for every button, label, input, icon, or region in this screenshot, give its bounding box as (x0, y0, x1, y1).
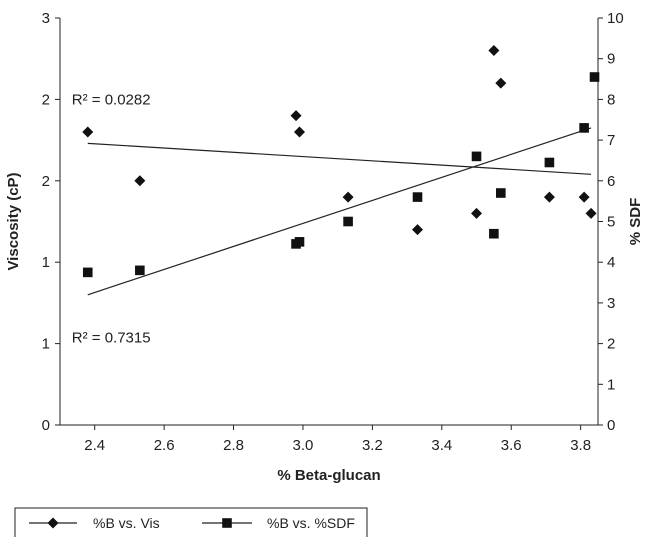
diamond-point (471, 207, 483, 219)
legend-label-sdf: %B vs. %SDF (267, 515, 355, 531)
x-tick-label: 2.8 (223, 437, 244, 454)
legend-label-vis: %B vs. Vis (93, 515, 160, 531)
x-tick-label: 3.8 (570, 437, 591, 454)
x-tick-label: 3.4 (431, 437, 452, 454)
x-tick-label: 3.2 (362, 437, 383, 454)
y-right-tick-label: 1 (607, 376, 615, 393)
diamond-point (488, 45, 500, 57)
r2-annotation-sdf: R² = 0.7315 (72, 329, 151, 346)
y-right-tick-label: 6 (607, 173, 615, 190)
diamond-point (342, 191, 354, 203)
diamond-point (495, 77, 507, 89)
square-point (579, 123, 589, 133)
diamond-point (412, 224, 424, 236)
diamond-point (134, 175, 146, 187)
diamond-point (82, 126, 94, 138)
square-point (496, 188, 506, 198)
axes-group (59, 18, 599, 426)
square-point (135, 265, 145, 276)
square-point (412, 192, 423, 202)
trendlines-group (87, 127, 592, 296)
diamond-point (543, 191, 555, 203)
ticks-group: 2.4 2.6 2.8 3.0 3.2 3.4 3.6 3.8 0 1 1 2 2 3 0 1 2 3 4 5 6 7 8 9… (42, 10, 624, 454)
y-right-tick-label: 9 (607, 51, 615, 68)
y-left-tick-label: 1 (42, 254, 50, 271)
legend-box (14, 507, 368, 537)
y-left-tick-label: 0 (42, 417, 50, 434)
diamond-point (585, 207, 597, 219)
square-point (343, 216, 353, 227)
y-left-tick-label: 1 (42, 336, 50, 353)
y-left-tick-label: 2 (42, 173, 50, 190)
diamond-point (578, 191, 590, 203)
square-point (82, 267, 93, 278)
square-point (589, 72, 600, 82)
legend-marker-vis (47, 517, 59, 529)
y-axis-title-right: % SDF (627, 198, 644, 246)
y-right-tick-label: 4 (607, 254, 615, 271)
diamond-point (293, 126, 305, 138)
y-right-tick-label: 8 (607, 91, 615, 108)
square-point (489, 228, 499, 239)
square-point (294, 237, 305, 247)
y-right-tick-label: 7 (607, 132, 615, 149)
x-tick-label: 3.6 (501, 437, 522, 454)
x-axis-title: % Beta-glucan (277, 467, 380, 484)
y-left-tick-label: 2 (42, 91, 50, 108)
square-point (471, 151, 482, 162)
x-tick-label: 3.0 (293, 437, 314, 454)
points-group (82, 45, 600, 278)
y-right-tick-label: 10 (607, 10, 624, 27)
trendline-sdf (87, 127, 592, 296)
r2-annotation-vis: R² = 0.0282 (72, 91, 151, 108)
y-right-tick-label: 0 (607, 417, 615, 434)
x-tick-label: 2.6 (154, 437, 175, 454)
y-right-tick-label: 3 (607, 295, 615, 312)
y-right-tick-label: 2 (607, 336, 615, 353)
diamond-point (290, 110, 302, 122)
y-right-tick-label: 5 (607, 214, 615, 231)
y-left-tick-label: 3 (42, 10, 50, 27)
trendline-vis (87, 142, 592, 175)
y-axis-title-left: Viscosity (cP) (5, 172, 22, 270)
square-point (544, 157, 555, 168)
annotations-group: R² = 0.0282 R² = 0.7315 (72, 91, 151, 346)
legend-marker-sdf (222, 518, 232, 528)
x-tick-label: 2.4 (84, 437, 105, 454)
legend: %B vs. Vis %B vs. %SDF (14, 507, 368, 537)
